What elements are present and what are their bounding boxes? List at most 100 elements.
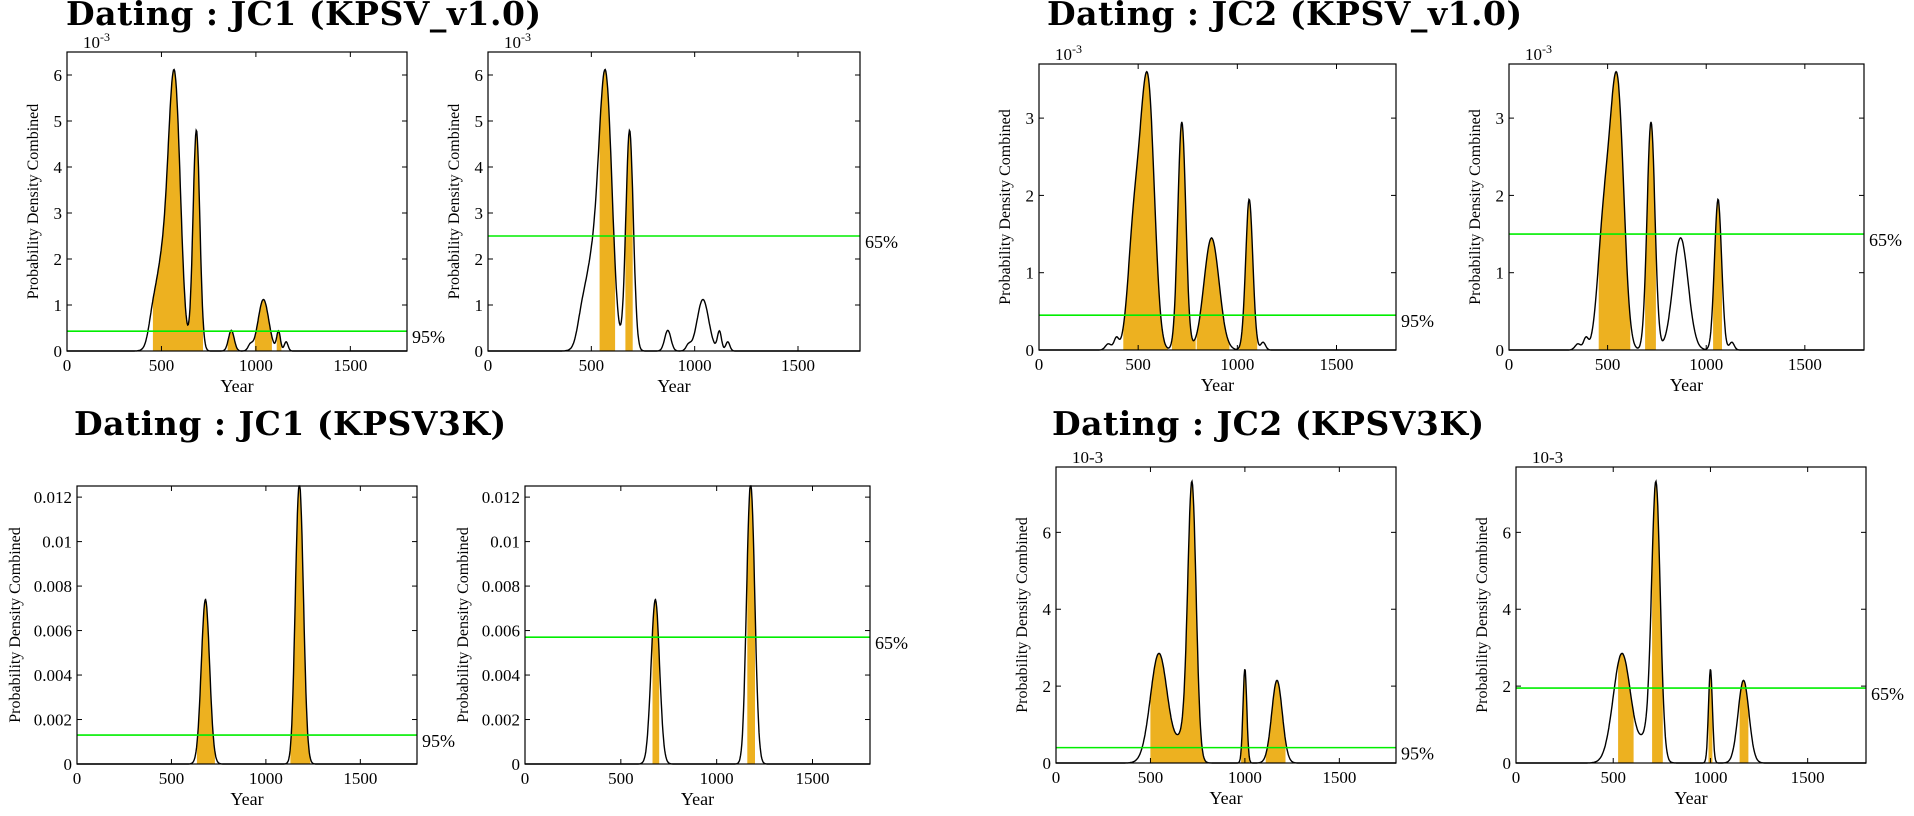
x-tick-label: 500 xyxy=(608,769,634,788)
x-tick-label: 0 xyxy=(1505,355,1514,374)
y-tick-label: 0.01 xyxy=(490,533,520,552)
exponent-label: 10-3 xyxy=(1525,42,1552,64)
chart-jc2-v1-95: 95% 0 500 1000 1500 Year 0 1 2 3 Probability Densi… xyxy=(997,42,1434,395)
y-tick-label: 0 xyxy=(512,755,521,774)
x-axis-label: Year xyxy=(230,789,263,809)
x-tick-label: 1000 xyxy=(1693,768,1727,787)
chart-jc2-3k-65: 65% 0 500 1000 1500 Year 0 2 4 6 Probability Densi… xyxy=(1474,448,1904,808)
hpd-interval-1 xyxy=(747,486,755,764)
y-tick-label: 0.008 xyxy=(34,577,72,596)
x-axis-label: Year xyxy=(657,376,690,396)
hpd-interval-3 xyxy=(276,330,282,351)
x-axis-label: Year xyxy=(1209,788,1242,808)
y-axis-label: Probability Density Combined xyxy=(1014,517,1031,713)
x-axis-label: Year xyxy=(1674,788,1707,808)
y-tick-label: 0 xyxy=(54,342,63,361)
y-tick-label: 0 xyxy=(1496,341,1505,360)
hpd-interval-1 xyxy=(1171,121,1196,351)
x-tick-label: 500 xyxy=(149,356,175,375)
exponent-label: 10-3 xyxy=(83,30,110,52)
x-tick-label: 500 xyxy=(579,356,605,375)
chart-jc1-3k-95: 95% 0 500 1000 1500 Year 0 0.002 0.004 0.006 0.008… xyxy=(7,485,455,809)
y-tick-label: 4 xyxy=(475,158,484,177)
x-tick-label: 500 xyxy=(159,769,185,788)
x-tick-label: 0 xyxy=(63,356,72,375)
exponent-label: 10-3 xyxy=(1532,448,1563,467)
y-tick-label: 0.01 xyxy=(42,533,72,552)
x-tick-label: 1000 xyxy=(249,769,283,788)
hpd-interval-0 xyxy=(1150,481,1209,763)
x-tick-label: 0 xyxy=(73,769,82,788)
y-tick-label: 3 xyxy=(54,204,63,223)
y-tick-label: 2 xyxy=(54,250,63,269)
x-axis-label: Year xyxy=(681,789,714,809)
hpd-interval-0 xyxy=(599,69,616,352)
hpd-interval-1 xyxy=(1652,481,1663,763)
x-tick-label: 1500 xyxy=(1791,768,1825,787)
y-tick-label: 0.004 xyxy=(34,666,73,685)
y-tick-label: 2 xyxy=(475,250,484,269)
x-axis-label: Year xyxy=(1670,375,1703,395)
y-axis-label: Probability Density Combined xyxy=(25,104,42,300)
y-tick-label: 2 xyxy=(1043,677,1052,696)
plot-frame xyxy=(1055,466,1397,764)
y-tick-label: 2 xyxy=(1026,186,1035,205)
section-title-jc1-3k: Dating : JC1 (KPSV3K) xyxy=(74,404,507,443)
x-tick-label: 500 xyxy=(1125,355,1151,374)
x-tick-label: 0 xyxy=(484,356,493,375)
y-tick-label: 0.012 xyxy=(34,488,72,507)
section-title-jc1-v1: Dating : JC1 (KPSV_v1.0) xyxy=(66,0,542,33)
hpd-interval-2 xyxy=(1713,199,1722,350)
y-tick-label: 4 xyxy=(1503,600,1512,619)
y-tick-label: 6 xyxy=(1503,523,1512,542)
y-tick-label: 0 xyxy=(1503,754,1512,773)
y-axis-label: Probability Density Combined xyxy=(1467,109,1484,305)
chart-jc2-v1-65: 65% 0 500 1000 1500 Year 0 1 2 3 Probability Densi… xyxy=(1467,42,1902,395)
y-axis-label: Probability Density Combined xyxy=(7,527,24,723)
density-curve xyxy=(1516,479,1866,764)
x-tick-label: 1500 xyxy=(781,356,815,375)
x-tick-label: 1500 xyxy=(343,769,377,788)
exponent-label: 10-3 xyxy=(1072,448,1103,467)
hpd-interval-3 xyxy=(1739,680,1749,763)
y-axis-label: Probability Density Combined xyxy=(1474,517,1491,713)
y-tick-label: 4 xyxy=(1043,600,1052,619)
threshold-label: 95% xyxy=(1401,744,1434,764)
hpd-interval-0 xyxy=(652,599,660,764)
x-tick-label: 1000 xyxy=(1220,355,1254,374)
plot-frame xyxy=(66,51,408,352)
threshold-label: 65% xyxy=(865,232,898,252)
x-tick-label: 1500 xyxy=(1788,355,1822,374)
y-tick-label: 1 xyxy=(475,296,484,315)
x-tick-label: 1000 xyxy=(1228,768,1262,787)
y-axis-label: Probability Density Combined xyxy=(455,527,472,723)
y-tick-label: 5 xyxy=(475,112,484,131)
hpd-interval-0 xyxy=(152,69,203,351)
density-curve xyxy=(67,68,407,352)
y-tick-label: 0.006 xyxy=(482,622,520,641)
x-tick-label: 500 xyxy=(1600,768,1626,787)
x-tick-label: 0 xyxy=(1512,768,1521,787)
y-tick-label: 0.002 xyxy=(482,711,520,730)
y-tick-label: 0 xyxy=(1026,341,1035,360)
y-tick-label: 0.008 xyxy=(482,577,520,596)
plot-frame xyxy=(487,51,861,352)
exponent-label: 10-3 xyxy=(504,30,531,52)
y-tick-label: 1 xyxy=(1496,264,1505,283)
x-tick-label: 0 xyxy=(1035,355,1044,374)
y-tick-label: 6 xyxy=(475,66,484,85)
x-tick-label: 1000 xyxy=(1689,355,1723,374)
y-tick-label: 0.004 xyxy=(482,666,521,685)
x-tick-label: 1500 xyxy=(333,356,367,375)
y-tick-label: 3 xyxy=(1496,109,1505,128)
threshold-label: 95% xyxy=(422,731,455,751)
density-curve xyxy=(488,68,860,352)
threshold-label: 65% xyxy=(1869,230,1902,250)
hpd-interval-1 xyxy=(1645,121,1656,351)
y-tick-label: 6 xyxy=(1043,523,1052,542)
y-tick-label: 4 xyxy=(54,158,63,177)
y-tick-label: 0 xyxy=(475,342,484,361)
x-tick-label: 500 xyxy=(1595,355,1621,374)
y-tick-label: 0.012 xyxy=(482,488,520,507)
